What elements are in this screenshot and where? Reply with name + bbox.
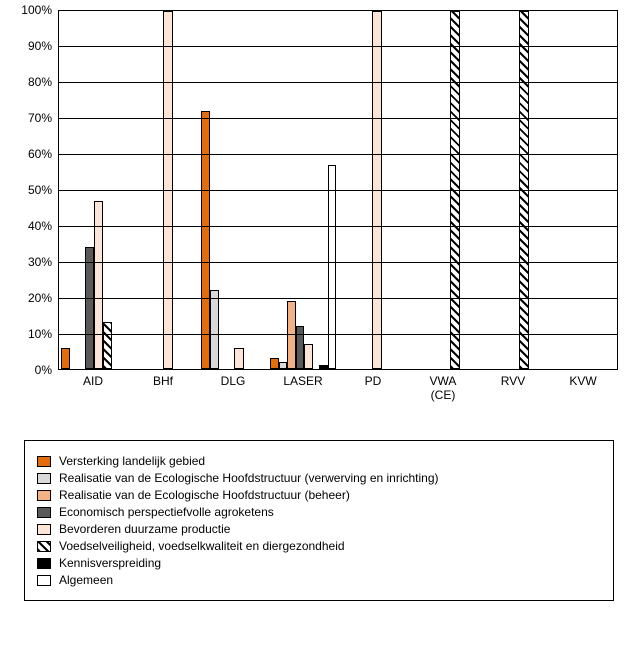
gridline [59,262,617,263]
bar [279,362,287,369]
y-tick-label: 50% [28,183,52,197]
bar [328,165,336,369]
legend-swatch [37,507,51,518]
y-tick-label: 40% [28,219,52,233]
bar [201,111,210,369]
bar [296,326,304,369]
y-tick-label: 70% [28,111,52,125]
gridline [59,46,617,47]
legend-swatch [37,541,51,552]
gridline [59,154,617,155]
chart-plot-area: 0%10%20%30%40%50%60%70%80%90%100% AIDBHf… [10,10,628,410]
gridline [59,190,617,191]
y-tick-label: 80% [28,75,52,89]
x-tick-label: LASER [268,372,338,403]
legend-item: Realisatie van de Ecologische Hoofdstruc… [37,488,601,502]
legend-label: Kennisverspreiding [59,556,161,570]
bar [319,365,327,369]
x-tick-label: VWA(CE) [408,372,478,403]
y-tick-label: 60% [28,147,52,161]
legend-label: Voedselveiligheid, voedselkwaliteit en d… [59,539,345,553]
bar [234,348,243,369]
y-tick-label: 10% [28,327,52,341]
bar [103,322,112,369]
legend-label: Bevorderen duurzame productie [59,522,230,536]
x-tick-label: AID [58,372,128,403]
x-tick-label: PD [338,372,408,403]
chart-container: { "chart": { "type": "bar-grouped", "bac… [0,0,638,621]
bar [210,290,219,369]
bar [61,348,70,369]
y-axis: 0%10%20%30%40%50%60%70%80%90%100% [10,10,56,370]
x-tick-label: KVW [548,372,618,403]
legend-item: Algemeen [37,573,601,587]
legend-item: Realisatie van de Ecologische Hoofdstruc… [37,471,601,485]
legend-label: Algemeen [59,573,113,587]
legend-swatch [37,456,51,467]
bar [270,358,278,369]
y-tick-label: 0% [35,363,52,377]
legend-swatch [37,473,51,484]
x-tick-label: DLG [198,372,268,403]
y-tick-label: 90% [28,39,52,53]
legend-label: Realisatie van de Ecologische Hoofdstruc… [59,471,439,485]
legend-item: Kennisverspreiding [37,556,601,570]
legend-swatch [37,490,51,501]
bar [85,247,94,369]
gridline [59,334,617,335]
legend-label: Economisch perspectiefvolle agroketens [59,505,274,519]
x-tick-label: RVV [478,372,548,403]
legend-swatch [37,558,51,569]
y-tick-label: 100% [21,3,52,17]
legend-label: Versterking landelijk gebied [59,454,205,468]
gridline [59,82,617,83]
legend-item: Bevorderen duurzame productie [37,522,601,536]
legend: Versterking landelijk gebied Realisatie v… [24,440,614,601]
legend-swatch [37,575,51,586]
gridline [59,298,617,299]
legend-label: Realisatie van de Ecologische Hoofdstruc… [59,488,350,502]
x-tick-label: BHf [128,372,198,403]
legend-item: Versterking landelijk gebied [37,454,601,468]
legend-item: Economisch perspectiefvolle agroketens [37,505,601,519]
plot-region [58,10,618,370]
legend-swatch [37,524,51,535]
gridline [59,226,617,227]
legend-item: Voedselveiligheid, voedselkwaliteit en d… [37,539,601,553]
x-axis: AIDBHfDLGLASERPDVWA(CE)RVVKVW [58,372,618,403]
y-tick-label: 30% [28,255,52,269]
bar [304,344,312,369]
y-tick-label: 20% [28,291,52,305]
gridline [59,118,617,119]
